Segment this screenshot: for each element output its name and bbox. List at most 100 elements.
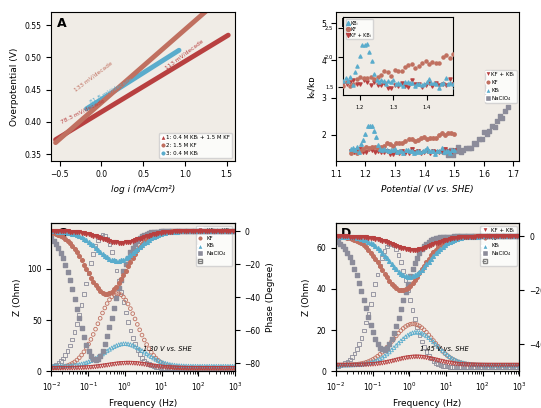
Point: [339, 362, 347, 368]
Point: [110, 257, 118, 264]
Point: [214, 365, 223, 371]
Point: [346, 233, 354, 240]
Point: [487, 362, 496, 368]
Point: [404, 280, 412, 287]
Point: [508, 364, 517, 370]
Point: [219, 228, 228, 235]
Point: [452, 235, 461, 241]
Point: [459, 234, 468, 240]
X-axis label: log i (mA/cm²): log i (mA/cm²): [111, 185, 175, 194]
Point: [221, 363, 230, 369]
Point: [124, 263, 133, 270]
Point: [422, 261, 431, 268]
Point: [58, 363, 67, 369]
Point: [429, 339, 438, 345]
Point: [466, 361, 475, 368]
Point: [401, 333, 410, 340]
Point: [441, 350, 450, 356]
Point: [108, 288, 116, 295]
Point: [445, 364, 454, 370]
Point: [82, 237, 90, 243]
Text: 78.3 mV/decade: 78.3 mV/decade: [60, 98, 106, 125]
Point: [362, 244, 371, 251]
Point: [487, 233, 496, 239]
Point: [361, 149, 370, 155]
Point: [399, 297, 407, 304]
Point: [397, 356, 405, 362]
Point: [191, 228, 200, 235]
Point: [438, 130, 446, 137]
Point: [219, 365, 228, 371]
Point: [471, 233, 479, 240]
Point: [383, 148, 392, 154]
Point: [378, 349, 387, 355]
Point: [413, 254, 421, 261]
Point: [373, 357, 382, 363]
Point: [84, 231, 93, 237]
Point: [380, 149, 388, 155]
Point: [182, 365, 190, 371]
Point: [56, 365, 65, 371]
Point: [494, 362, 503, 368]
Point: [105, 361, 114, 368]
Point: [406, 246, 414, 253]
Point: [223, 228, 232, 235]
Point: [513, 364, 522, 370]
Point: [128, 250, 137, 257]
Point: [159, 359, 167, 366]
Point: [68, 286, 77, 293]
Point: [124, 360, 133, 366]
Point: [70, 359, 79, 365]
Point: [47, 363, 56, 369]
Point: [415, 354, 424, 360]
Point: [203, 365, 212, 371]
Point: [348, 233, 357, 240]
Point: [84, 348, 93, 354]
Point: [461, 361, 470, 367]
Point: [108, 248, 116, 255]
Point: [375, 351, 384, 357]
Point: [385, 341, 394, 348]
Point: [478, 364, 486, 370]
Point: [52, 231, 61, 237]
Point: [124, 239, 133, 245]
Point: [110, 257, 118, 264]
Point: [346, 361, 354, 368]
Point: [101, 233, 109, 239]
Point: [65, 230, 74, 236]
Point: [447, 364, 456, 370]
Point: [121, 239, 130, 246]
Point: [119, 299, 128, 306]
Point: [395, 148, 404, 154]
Point: [140, 232, 149, 238]
Point: [461, 234, 470, 240]
Point: [75, 253, 84, 259]
Point: [187, 228, 195, 235]
Point: [350, 362, 359, 368]
Point: [362, 305, 371, 312]
Point: [483, 362, 491, 368]
Point: [144, 232, 153, 239]
Point: [454, 358, 463, 365]
Point: [370, 128, 378, 135]
Point: [464, 361, 473, 368]
Point: [77, 257, 86, 264]
Point: [352, 361, 361, 368]
Point: [228, 363, 237, 369]
Point: [483, 131, 491, 137]
Point: [480, 362, 489, 368]
Point: [105, 242, 114, 248]
Point: [54, 245, 63, 251]
Point: [84, 341, 93, 347]
Point: [399, 335, 407, 342]
Point: [191, 228, 200, 235]
Point: [226, 228, 235, 235]
Point: [413, 322, 421, 328]
Point: [371, 256, 380, 262]
Point: [210, 228, 219, 235]
Point: [128, 360, 137, 366]
Point: [131, 248, 140, 255]
Point: [508, 362, 517, 368]
Point: [434, 244, 443, 251]
Point: [135, 235, 144, 242]
